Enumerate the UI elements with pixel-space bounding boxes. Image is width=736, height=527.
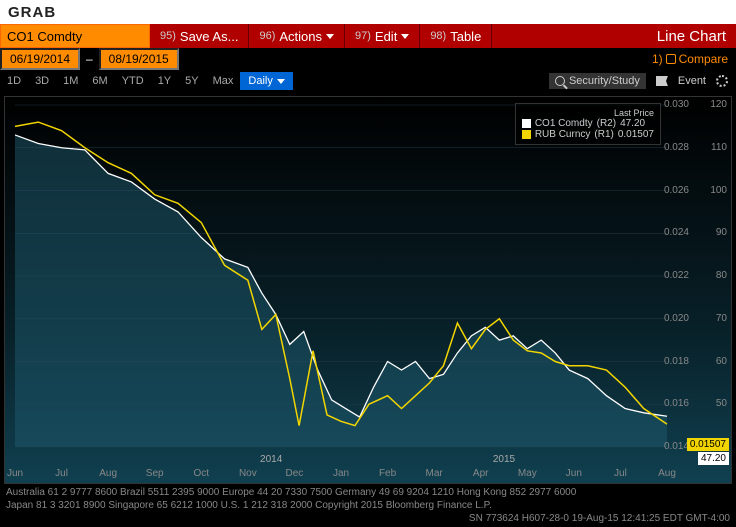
chart-type-label: Line Chart: [647, 24, 736, 48]
chevron-down-icon: [401, 34, 409, 39]
price-flag: 47.20: [698, 452, 729, 465]
event-button[interactable]: Event: [678, 75, 706, 87]
legend: Last Price CO1 Comdty(R2)47.20 RUB Curnc…: [515, 103, 661, 145]
footer: Australia 61 2 9777 8600 Brazil 5511 239…: [0, 484, 736, 527]
ticker-text: CO1 Comdty: [7, 29, 82, 44]
chart-svg: [5, 97, 731, 483]
gear-icon[interactable]: [716, 75, 728, 87]
date-bar: – 1) Compare: [0, 48, 736, 70]
security-study-button[interactable]: Security/Study: [549, 73, 646, 89]
legend-swatch: [522, 119, 531, 128]
search-icon: [555, 76, 565, 86]
range-5Y[interactable]: 5Y: [178, 72, 205, 90]
legend-swatch: [522, 130, 531, 139]
range-bar: 1D3D1M6MYTD1Y5YMax Daily Security/Study …: [0, 70, 736, 92]
range-3D[interactable]: 3D: [28, 72, 56, 90]
range-1Y[interactable]: 1Y: [151, 72, 178, 90]
flag-icon[interactable]: [656, 76, 668, 86]
date-to-input[interactable]: [99, 48, 179, 70]
compare-button[interactable]: 1) Compare: [652, 52, 736, 66]
edit-button[interactable]: 97)Edit: [345, 24, 420, 48]
range-6M[interactable]: 6M: [85, 72, 114, 90]
period-dropdown[interactable]: Daily: [240, 72, 292, 90]
range-1D[interactable]: 1D: [0, 72, 28, 90]
chart-area[interactable]: Last Price CO1 Comdty(R2)47.20 RUB Curnc…: [4, 96, 732, 484]
save-as-button[interactable]: 95)Save As...: [150, 24, 249, 48]
table-button[interactable]: 98)Table: [420, 24, 492, 48]
date-from-input[interactable]: [0, 48, 80, 70]
chevron-down-icon: [277, 79, 285, 84]
price-flag: 0.01507: [687, 438, 729, 451]
window-titlebar: GRAB: [0, 0, 736, 24]
range-1M[interactable]: 1M: [56, 72, 85, 90]
range-YTD[interactable]: YTD: [115, 72, 151, 90]
toolbar: CO1 Comdty 95)Save As... 96)Actions 97)E…: [0, 24, 736, 48]
chevron-down-icon: [326, 34, 334, 39]
compare-icon: [666, 54, 676, 64]
range-Max[interactable]: Max: [206, 72, 241, 90]
actions-button[interactable]: 96)Actions: [249, 24, 345, 48]
ticker-input[interactable]: CO1 Comdty: [0, 24, 150, 48]
app-title: GRAB: [8, 4, 56, 21]
